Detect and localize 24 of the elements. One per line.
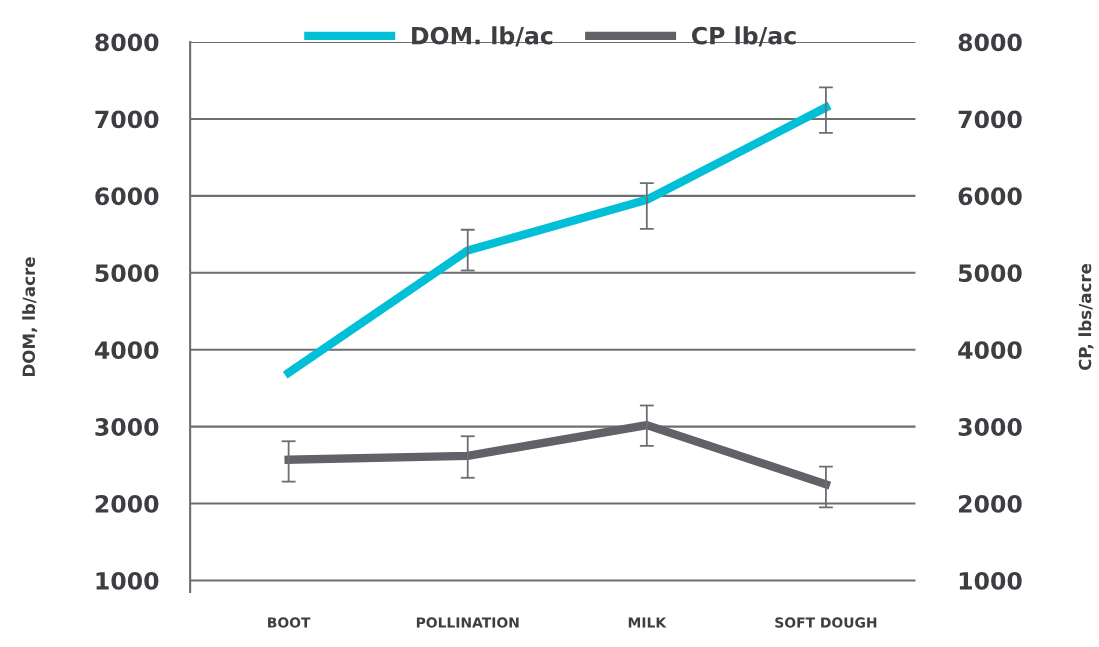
y-tick-label: 8000 — [95, 33, 159, 52]
y-tick-label: 4000 — [94, 341, 159, 360]
y2-tick-label: 4000 — [958, 341, 1022, 360]
legend-label: CP lb/ac — [691, 26, 796, 47]
y2-tick-label: 3000 — [958, 418, 1022, 436]
y2-axis-title: CP, lbs/acre — [1078, 263, 1094, 371]
y2-tick-label: 1000 — [959, 571, 1022, 590]
y2-tick-label: 8000 — [958, 33, 1022, 52]
x-tick-label: MILK — [628, 617, 667, 628]
y-tick-label: 3000 — [95, 418, 159, 436]
y-tick-label: 2000 — [95, 495, 159, 513]
y2-tick-label: 6000 — [958, 187, 1022, 206]
y-axis-title: DOM, lb/acre — [22, 257, 38, 377]
legend-label: DOM. lb/ac — [412, 26, 553, 47]
x-tick-label: BOOT — [268, 617, 311, 628]
y-tick-label: 6000 — [95, 187, 159, 206]
y2-tick-label: 2000 — [959, 495, 1022, 513]
y2-tick-label: 5000 — [958, 264, 1022, 283]
x-tick-label: POLLINATION — [416, 617, 519, 628]
y-tick-label: 7000 — [95, 110, 159, 129]
y-tick-label: 5000 — [95, 264, 159, 283]
y2-tick-label: 7000 — [958, 110, 1022, 129]
y-tick-label: 1000 — [96, 571, 159, 590]
x-tick-label: SOFT DOUGH — [775, 617, 877, 628]
